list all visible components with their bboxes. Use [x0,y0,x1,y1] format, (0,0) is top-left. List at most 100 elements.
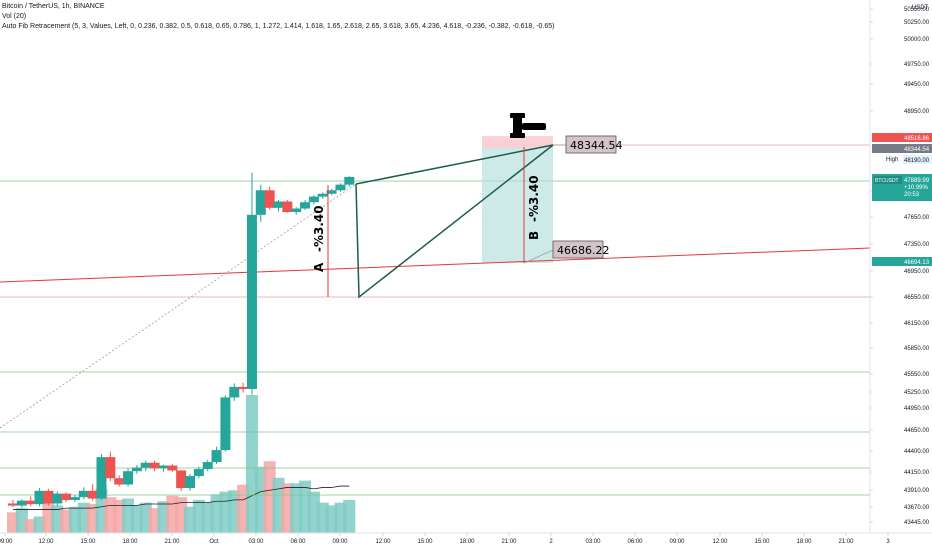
candle-body [326,190,337,194]
legend-symbol[interactable]: Bitcoin / TetherUS, 1h, BINANCE [2,3,105,10]
price-tick-label: 43910.00 [904,488,930,494]
candle-body [140,462,151,468]
btc-price: 47889.99 [904,178,930,184]
time-tick-label: 09:00 [332,539,348,545]
time-tick-label: 12:00 [38,539,54,545]
price-tick-label: 46950.00 [904,269,930,275]
candle-body [105,457,116,479]
candle-body [300,202,311,209]
price-tick-label: 43445.00 [904,520,930,526]
price-tick-label: 46550.00 [904,295,930,301]
candle-body [16,500,27,506]
callout-bottom-box[interactable] [552,240,604,259]
currency-label: USDT [912,5,929,11]
time-tick-label: 12:00 [712,539,728,545]
candle-body [8,503,18,506]
candle-body [149,462,160,469]
red-trend-line [0,247,871,283]
chart-legend: Bitcoin / TetherUS, 1h, BINANCE Vol (20)… [2,2,554,32]
candle-body [193,469,204,477]
candle-body [282,201,293,213]
candle-body [255,190,266,215]
percent-b: -%3.40 [527,175,541,222]
candle-body [69,497,80,500]
measure-box [482,140,553,263]
time-tick-label: 09:00 [669,539,685,545]
price-tick-label: 44400.00 [904,449,930,455]
candle-body [291,208,302,213]
candle-body [176,470,187,489]
time-tick-label: 3 [886,539,890,545]
wedge-pattern [355,144,554,299]
time-tick-label: 18:00 [796,539,812,545]
price-tag-2: 48344.54 [904,147,930,153]
price-tick-label: 46150.00 [904,321,930,327]
price-tick-label: 44650.00 [904,428,930,434]
candle-body [335,184,346,191]
price-axis[interactable]: 50550.00 50250.00 50000.00 49750.00 49450.00… [870,7,930,526]
candle-body [220,397,231,451]
candle-body [238,386,249,389]
time-tick-label: 06:00 [290,539,306,545]
dotted-extension-line [0,183,357,429]
red-line-tag-bg [872,257,932,266]
candle-body [308,196,319,203]
legend-volume[interactable]: Vol (20) [2,13,27,20]
price-tick-label: 50250.00 [904,20,930,26]
btc-symbol-bg [874,176,902,184]
btc-change: +10.99% [904,185,929,191]
time-tick-label: 03:00 [248,539,264,545]
candle-body [229,386,240,398]
price-tick-label: 48950.00 [904,109,930,115]
btc-symbol: BTCUSDT [875,178,899,184]
callout-bottom-connector [523,249,554,264]
callout-top-box[interactable] [565,135,617,154]
time-axis[interactable]: 09:00 12:00 15:00 18:00 21:00 Oct 03:00 06:00 09… [0,533,890,545]
price-tick-label: 45850.00 [904,346,930,352]
candle-body [43,490,54,504]
price-tag-1: 48516.86 [904,136,930,142]
time-tick-label: 21:00 [838,539,854,545]
volume-bar [254,466,267,533]
volume-bars [7,395,356,533]
price-tick-label: 49750.00 [904,62,930,68]
time-tick-label: 03:00 [585,539,601,545]
high-value-bg [903,155,932,164]
time-tick-label: 12:00 [375,539,391,545]
time-tick-label: 21:00 [501,539,517,545]
candle-body [114,478,125,485]
volume-ma-line [13,485,350,510]
candlesticks [8,172,355,508]
callout-top-value: 48344.54 [570,139,623,152]
candle-body [211,450,222,463]
candle-body [317,193,328,197]
fib-levels [0,144,870,496]
candle-body [185,476,195,489]
btc-time: 20:53 [904,192,920,198]
price-tick-label: 50550.00 [904,7,930,13]
candle-body [78,490,89,498]
time-tick-label: Oct [209,539,219,545]
legend-fib[interactable]: Auto Fib Retracement (5, 3, Values, Left… [2,23,555,30]
time-tick-label: 15:00 [417,539,433,545]
percent-a: -%3.40 [312,205,326,252]
callout-bottom-value: 46686.22 [557,244,610,257]
price-tick-label: 45550.00 [904,372,930,378]
price-tag-1-bg [872,133,932,142]
price-tick-label: 50000.00 [904,37,930,43]
candle-body [264,190,275,208]
price-tick-label: 44950.00 [904,406,930,412]
candle-body [131,467,142,472]
time-tick-label: 15:00 [754,539,770,545]
candle-body [61,493,72,500]
gavel-icon [510,113,546,138]
price-tag-2-bg [872,144,932,153]
candle-body [123,471,134,485]
price-tick-label: 45250.00 [904,390,930,396]
candle-body [158,465,169,469]
time-tick-label: 18:00 [122,539,138,545]
time-tick-label: 21:00 [164,539,180,545]
time-tick-label: 06:00 [627,539,643,545]
candle-body [25,500,36,505]
